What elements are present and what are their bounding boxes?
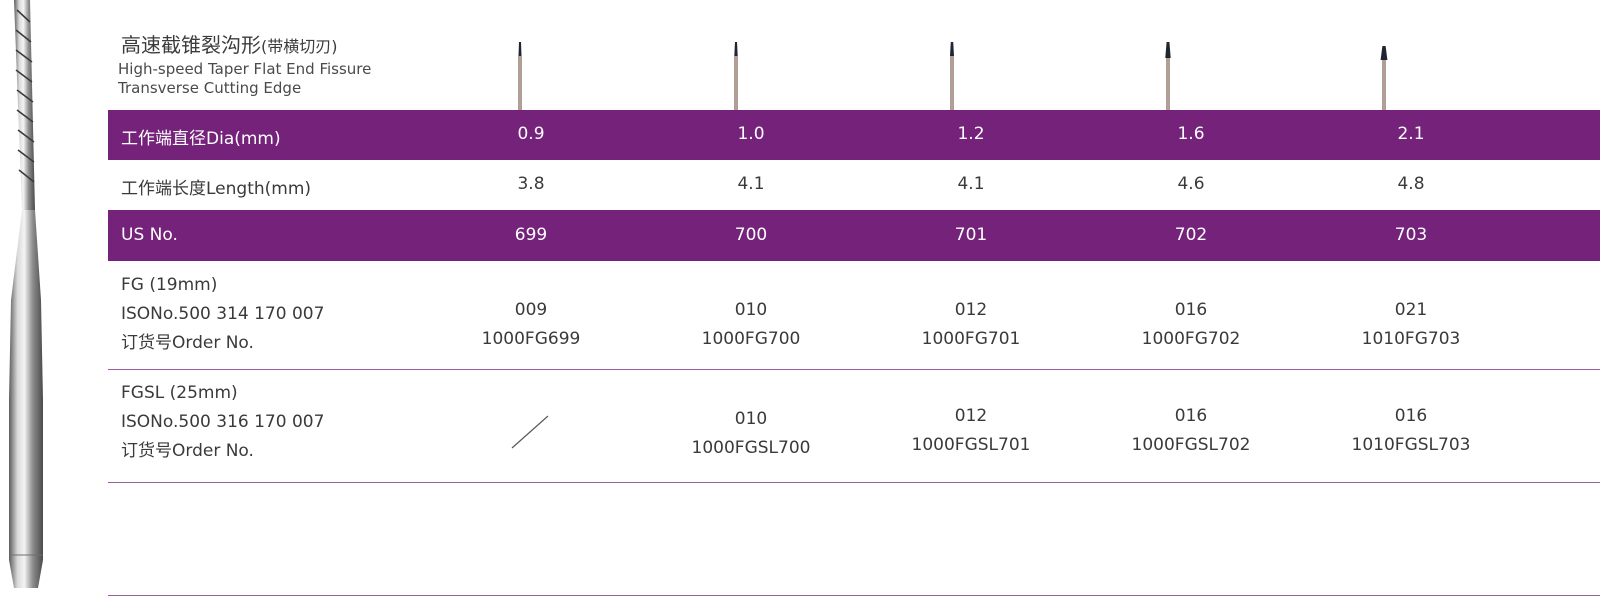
length-label: 工作端长度Length(mm) [121, 179, 312, 199]
bur-thumbnail-icon [1165, 42, 1171, 110]
us-value: 699 [514, 225, 548, 245]
fg-iso-value: 009 [514, 300, 548, 320]
title-en-line2: Transverse Cutting Edge [118, 79, 302, 97]
fg-order-value: 1000FG700 [701, 329, 801, 349]
fgsl-cell: 016 1000FGSL702 [1111, 402, 1271, 460]
dia-value: 0.9 [517, 124, 545, 144]
product-title-block: 高速截锥裂沟形(带横切刃) High-speed Taper Flat End … [118, 32, 372, 98]
fg-cell: 009 1000FG699 [451, 296, 611, 354]
fgsl-label-line: ISONo.500 316 170 007 [121, 412, 325, 432]
fg-cell: 021 1010FG703 [1331, 296, 1491, 354]
fgsl-cell: 010 1000FGSL700 [671, 405, 831, 463]
diagonal-slash-icon [511, 415, 549, 449]
fgsl-label-line: 订货号Order No. [121, 441, 254, 461]
length-value: 4.6 [1177, 174, 1205, 194]
fgsl-order-value: 1000FGSL702 [1131, 435, 1251, 455]
fg-label-line: FG (19mm) [121, 275, 218, 295]
fgsl-iso-value: 010 [734, 409, 768, 429]
length-value: 4.8 [1397, 174, 1425, 194]
fgsl-cell: 016 1010FGSL703 [1331, 402, 1491, 460]
length-value: 4.1 [737, 174, 765, 194]
fg-iso-value: 021 [1394, 300, 1428, 320]
length-value: 3.8 [517, 174, 545, 194]
dia-value: 1.0 [737, 124, 765, 144]
fg-iso-value: 010 [734, 300, 768, 320]
fg-cell: 010 1000FG700 [671, 296, 831, 354]
us-value: 703 [1394, 225, 1428, 245]
row-fg: FG (19mm) ISONo.500 314 170 007 订货号Order… [108, 261, 1600, 370]
row-diameter: 工作端直径Dia(mm) 0.9 1.0 1.2 1.6 2.1 [108, 110, 1600, 160]
fgsl-label-line: FGSL (25mm) [121, 383, 238, 403]
fgsl-iso-value: 016 [1394, 406, 1428, 426]
fgsl-label: FGSL (25mm) ISONo.500 316 170 007 订货号Ord… [121, 379, 324, 466]
us-value: 702 [1174, 225, 1208, 245]
fgsl-iso-value: 012 [954, 406, 988, 426]
us-value: 701 [954, 225, 988, 245]
tapered-fissure-bur-icon [9, 0, 43, 588]
title-zh-main: 高速截锥裂沟形 [121, 33, 261, 57]
dia-value: 1.6 [1177, 124, 1205, 144]
fg-label-line: ISONo.500 314 170 007 [121, 304, 325, 324]
fg-order-value: 1000FG702 [1141, 329, 1241, 349]
fg-order-value: 1000FG701 [921, 329, 1021, 349]
row-us-number: US No. 699 700 701 702 703 [108, 210, 1600, 261]
bur-thumbnail-icon [734, 42, 738, 110]
bur-thumbnails [480, 38, 1580, 110]
dia-label: 工作端直径Dia(mm) [121, 129, 281, 149]
row-fgsl: FGSL (25mm) ISONo.500 316 170 007 订货号Ord… [108, 370, 1600, 483]
fg-label: FG (19mm) ISONo.500 314 170 007 订货号Order… [121, 271, 324, 358]
fg-order-value: 1010FG703 [1361, 329, 1461, 349]
row-length: 工作端长度Length(mm) 3.8 4.1 4.1 4.6 4.8 [108, 160, 1600, 210]
fgsl-order-value: 1000FGSL700 [691, 438, 811, 458]
fgsl-order-value: 1010FGSL703 [1351, 435, 1471, 455]
length-value: 4.1 [957, 174, 985, 194]
dia-value: 2.1 [1397, 124, 1425, 144]
fgsl-iso-value: 016 [1174, 406, 1208, 426]
bur-thumbnail-icon [1380, 46, 1388, 110]
title-zh-suffix: (带横切刃) [261, 37, 338, 56]
fg-iso-value: 016 [1174, 300, 1208, 320]
fg-order-value: 1000FG699 [481, 329, 581, 349]
bur-thumbnail-icon [950, 42, 954, 110]
fgsl-cell: 012 1000FGSL701 [891, 402, 1051, 460]
fg-cell: 016 1000FG702 [1111, 296, 1271, 354]
bur-thumbnail-icon [518, 42, 522, 110]
fg-cell: 012 1000FG701 [891, 296, 1051, 354]
us-value: 700 [734, 225, 768, 245]
fg-label-line: 订货号Order No. [121, 333, 254, 353]
title-en-line1: High-speed Taper Flat End Fissure [118, 60, 372, 78]
fg-iso-value: 012 [954, 300, 988, 320]
fgsl-order-value: 1000FGSL701 [911, 435, 1031, 455]
table-bottom-rule [108, 595, 1600, 596]
us-label: US No. [121, 225, 178, 245]
product-title-zh: 高速截锥裂沟形(带横切刃) [121, 32, 371, 60]
dia-value: 1.2 [957, 124, 985, 144]
